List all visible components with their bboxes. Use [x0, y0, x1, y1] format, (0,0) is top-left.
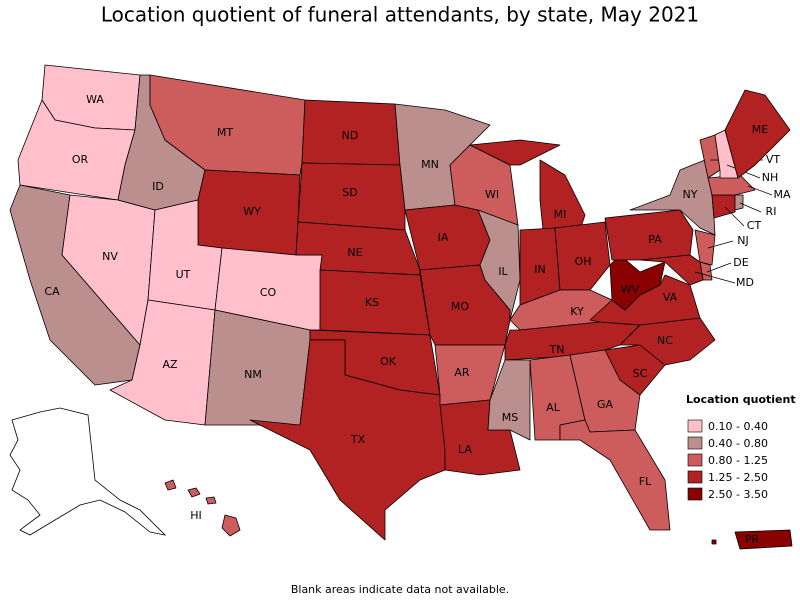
state-label: CT	[747, 219, 762, 232]
state-label: OR	[72, 153, 89, 166]
state-label: MS	[502, 411, 518, 424]
state	[734, 194, 744, 211]
leader-line	[707, 240, 734, 249]
legend-swatch	[687, 487, 703, 501]
state-label: HI	[190, 509, 202, 522]
legend-swatch	[687, 436, 703, 450]
state-label: ND	[342, 129, 359, 142]
state	[609, 254, 666, 311]
state-label: NE	[347, 246, 362, 259]
state	[714, 129, 739, 179]
state	[711, 194, 736, 219]
state-label: AR	[454, 366, 470, 379]
legend-swatch	[687, 419, 703, 433]
legend-title: Location quotient	[686, 393, 796, 406]
state-label: DE	[733, 256, 748, 269]
leader-line	[694, 271, 736, 284]
state-label: MI	[554, 208, 567, 221]
state-label: WA	[86, 93, 104, 106]
legend-label: 0.80 - 1.25	[708, 454, 768, 467]
state-label: LA	[458, 443, 472, 456]
state	[477, 209, 521, 321]
footnote: Blank areas indicate data not available.	[291, 583, 509, 596]
state-label: FL	[639, 475, 652, 488]
legend-label: 2.50 - 3.50	[708, 488, 768, 501]
state-label: MD	[736, 276, 754, 289]
state	[297, 162, 406, 231]
state	[711, 529, 793, 550]
state-label: ID	[152, 180, 164, 193]
state	[559, 419, 671, 531]
legend-label: 0.10 - 0.40	[708, 420, 768, 433]
legend-swatch	[687, 470, 703, 484]
legend-swatch	[687, 453, 703, 467]
state-label: NV	[102, 250, 118, 263]
state-label: TN	[549, 343, 565, 356]
state-label: NJ	[737, 234, 748, 247]
state-label: VA	[663, 291, 678, 304]
state	[554, 221, 611, 291]
state-label: MN	[421, 158, 439, 171]
state	[249, 339, 446, 541]
legend-label: 0.40 - 0.80	[708, 437, 768, 450]
state	[164, 479, 241, 537]
state-label: IL	[498, 265, 508, 278]
state-label: TX	[350, 433, 366, 446]
state-label: IN	[534, 263, 545, 276]
state-label: PR	[745, 533, 760, 546]
state-label: NM	[244, 368, 262, 381]
state-label: NC	[657, 334, 673, 347]
state-label: OH	[575, 255, 592, 268]
state-label: MA	[773, 188, 790, 201]
state-label: CA	[44, 285, 60, 298]
state-label: AL	[546, 401, 561, 414]
leader-line	[739, 202, 762, 213]
state-label: PA	[648, 233, 662, 246]
state-label: SD	[342, 186, 357, 199]
state-label: WI	[485, 188, 499, 201]
state-label: MT	[217, 126, 233, 139]
leader-line	[747, 185, 773, 196]
alaska-no-data	[9, 407, 167, 536]
leader-line	[724, 206, 745, 227]
state-label: OK	[380, 355, 397, 368]
state-label: CO	[260, 286, 277, 299]
state-label: KY	[570, 305, 584, 318]
state	[724, 89, 791, 179]
state-label: IA	[438, 231, 449, 244]
state-label: VT	[766, 153, 781, 166]
state-label: RI	[766, 205, 777, 218]
state	[639, 254, 704, 286]
state-label: GA	[597, 398, 614, 411]
state-label: NY	[683, 188, 698, 201]
state-label: SC	[633, 367, 648, 380]
state-label: MO	[451, 300, 469, 313]
state-label: WV	[621, 283, 640, 296]
state-label: NH	[762, 171, 779, 184]
state	[694, 229, 716, 266]
leader-line	[706, 262, 732, 273]
state-label: KS	[365, 296, 379, 309]
map-title: Location quotient of funeral attendants,…	[101, 3, 699, 27]
state	[604, 344, 666, 396]
state-label: AZ	[162, 358, 178, 371]
state-label: UT	[176, 268, 191, 281]
legend-label: 1.25 - 2.50	[708, 471, 768, 484]
state-label: ME	[752, 123, 768, 136]
state-label: WY	[243, 205, 261, 218]
state	[487, 359, 531, 441]
